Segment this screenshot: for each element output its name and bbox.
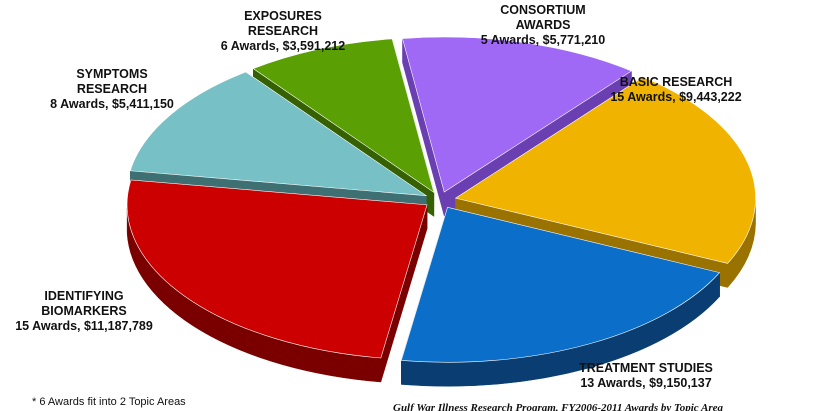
footnote: * 6 Awards fit into 2 Topic Areas bbox=[32, 396, 186, 408]
label-symptoms-research-line-1: RESEARCH bbox=[77, 82, 147, 96]
slice-consortium-awards bbox=[402, 36, 633, 193]
slice-treatment-studies bbox=[400, 206, 721, 363]
label-identifying-biomarkers-line-1: BIOMARKERS bbox=[41, 304, 126, 318]
label-identifying-biomarkers-value: 15 Awards, $11,187,789 bbox=[15, 319, 153, 333]
label-exposures-research: EXPOSURES RESEARCH 6 Awards, $3,591,212 bbox=[221, 9, 345, 53]
label-exposures-research-value: 6 Awards, $3,591,212 bbox=[221, 39, 345, 53]
label-basic-research-value: 15 Awards, $9,443,222 bbox=[610, 90, 741, 104]
label-treatment-studies-line-0: TREATMENT STUDIES bbox=[579, 361, 713, 375]
source-note: Gulf War Illness Research Program, FY200… bbox=[393, 402, 724, 411]
label-symptoms-research: SYMPTOMS RESEARCH 8 Awards, $5,411,150 bbox=[50, 67, 174, 111]
label-treatment-studies: TREATMENT STUDIES 13 Awards, $9,150,137 bbox=[579, 361, 713, 390]
label-identifying-biomarkers: IDENTIFYING BIOMARKERS 15 Awards, $11,187,… bbox=[15, 289, 153, 333]
label-identifying-biomarkers-line-0: IDENTIFYING bbox=[44, 289, 123, 303]
label-symptoms-research-line-0: SYMPTOMS bbox=[76, 67, 147, 81]
label-consortium-awards-line-1: AWARDS bbox=[516, 18, 571, 32]
label-consortium-awards-value: 5 Awards, $5,771,210 bbox=[481, 33, 605, 47]
label-consortium-awards: CONSORTIUM AWARDS 5 Awards, $5,771,210 bbox=[481, 3, 605, 47]
slice-symptoms-research bbox=[129, 71, 428, 197]
label-exposures-research-line-1: RESEARCH bbox=[248, 24, 318, 38]
slice-basic-research bbox=[454, 76, 756, 264]
slice-exposures-research bbox=[252, 38, 435, 194]
label-symptoms-research-value: 8 Awards, $5,411,150 bbox=[50, 97, 174, 111]
label-consortium-awards-line-0: CONSORTIUM bbox=[500, 3, 585, 17]
label-treatment-studies-value: 13 Awards, $9,150,137 bbox=[580, 376, 711, 390]
slice-identifying-biomarkers bbox=[126, 179, 428, 359]
label-basic-research: BASIC RESEARCH 15 Awards, $9,443,222 bbox=[610, 75, 741, 104]
label-basic-research-line-0: BASIC RESEARCH bbox=[620, 75, 733, 89]
label-exposures-research-line-0: EXPOSURES bbox=[244, 9, 322, 23]
